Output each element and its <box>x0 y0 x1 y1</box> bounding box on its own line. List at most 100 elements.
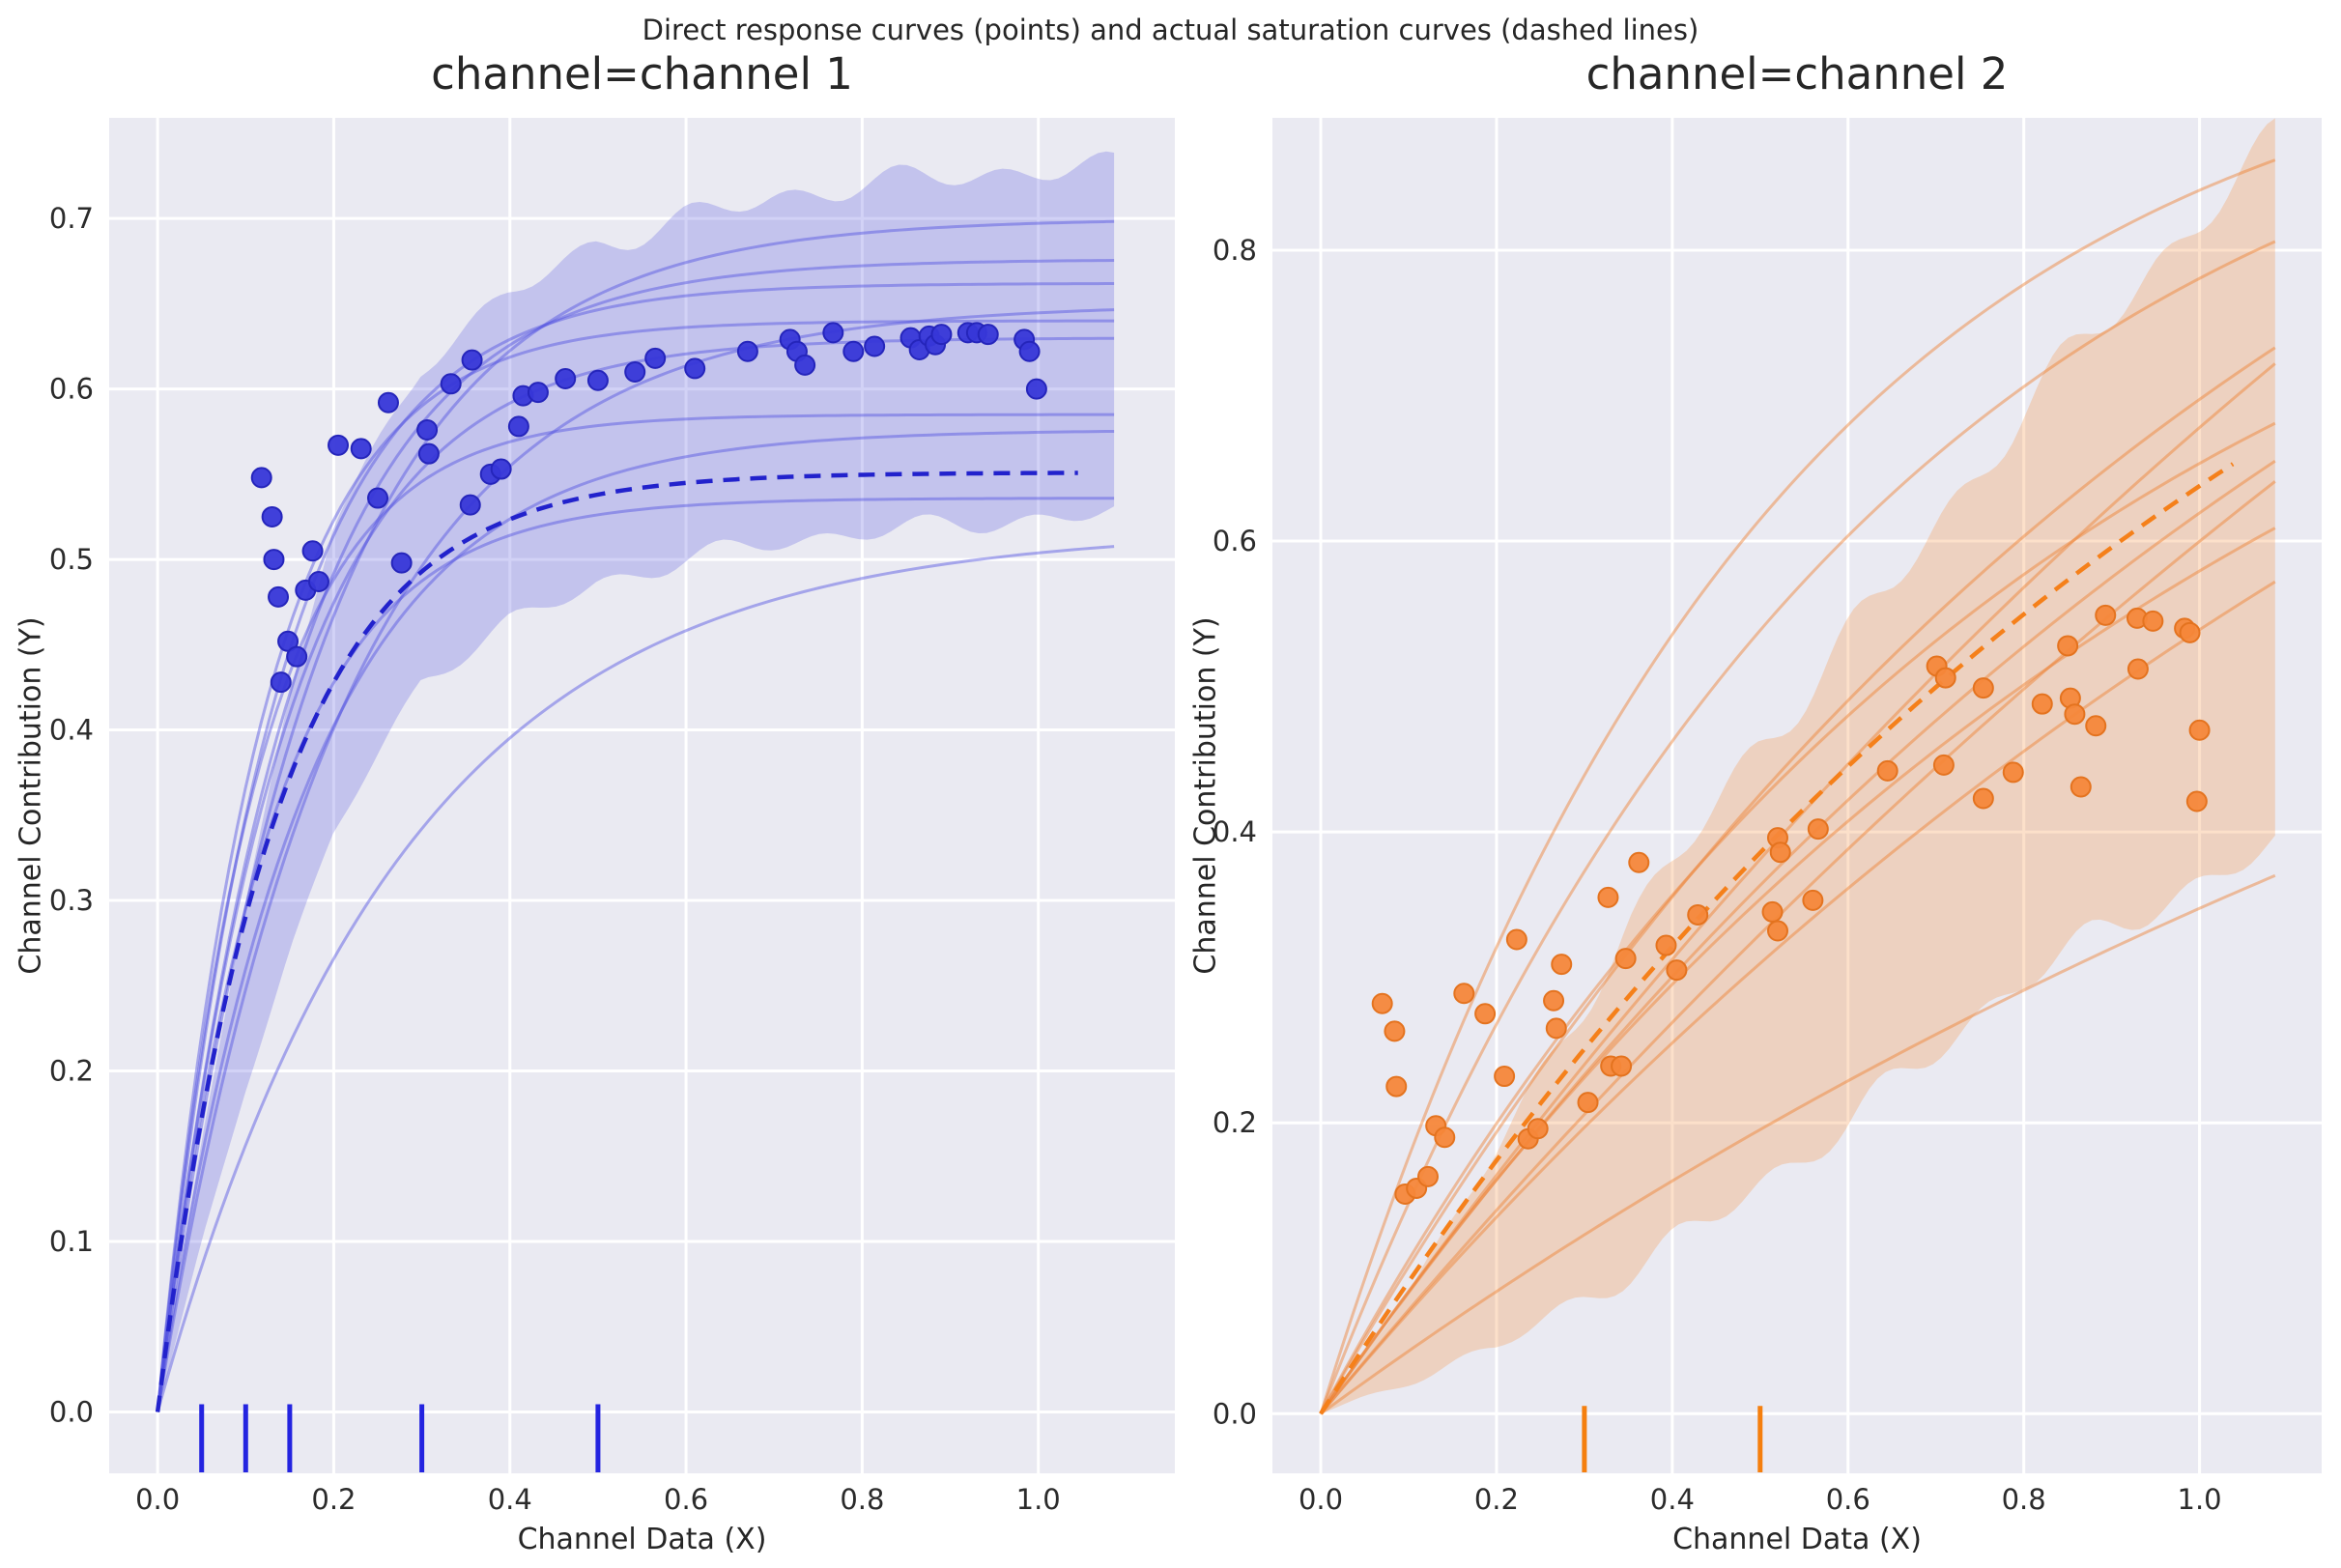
x-tick-label: 0.2 <box>311 1483 356 1516</box>
scatter-point <box>1769 841 1791 864</box>
scatter-point <box>2185 790 2208 813</box>
scatter-point <box>1416 1165 1439 1187</box>
scatter-point <box>1655 934 1677 956</box>
scatter-point <box>270 671 292 694</box>
scatter-point <box>1932 754 1955 776</box>
sample-curve <box>1319 527 2276 1415</box>
scatter-point <box>1384 1020 1406 1042</box>
x-tick-label: 0.8 <box>840 1483 884 1516</box>
scatter-point <box>2095 604 2117 626</box>
scatter-point <box>261 505 283 527</box>
scatter-point <box>459 494 481 516</box>
x-axis-label-channel-1: Channel Data (X) <box>517 1523 767 1556</box>
scatter-point <box>1628 851 1650 873</box>
scatter-point <box>1577 1092 1599 1114</box>
sample-curve <box>156 308 1115 1412</box>
sample-curve <box>156 429 1115 1412</box>
scatter-point <box>286 645 308 668</box>
x-tick-label: 0.0 <box>135 1483 180 1516</box>
scatter-point <box>555 368 577 390</box>
scatter-point <box>268 585 290 608</box>
sample-curve <box>1319 362 2276 1415</box>
scatter-point <box>1527 1118 1549 1140</box>
scatter-point <box>2002 761 2024 784</box>
y-tick-label: 0.2 <box>49 1055 94 1088</box>
gridlines <box>109 118 1175 1473</box>
scatter-point <box>1972 787 1994 810</box>
scatter-point <box>624 360 646 383</box>
scatter-point <box>1934 667 1956 689</box>
scatter-points <box>250 322 1047 694</box>
rug-marks <box>1582 1406 1763 1472</box>
panel-title-channel-1: channel=channel 1 <box>431 48 853 100</box>
scatter-point <box>307 571 329 593</box>
scatter-point <box>842 340 865 362</box>
y-tick-label: 0.6 <box>1213 525 1257 557</box>
y-tick-label: 0.0 <box>49 1395 94 1428</box>
y-tick-label: 0.6 <box>49 373 94 406</box>
scatter-point <box>1545 1017 1567 1040</box>
rug-marks <box>199 1404 601 1472</box>
scatter-point <box>440 373 462 395</box>
sample-curve <box>1319 580 2276 1415</box>
sample-curves <box>1319 158 2276 1415</box>
scatter-point <box>2188 719 2211 741</box>
sample-curve <box>1319 158 2276 1414</box>
uncertainty-band <box>1321 118 2275 1414</box>
scatter-point <box>822 322 844 344</box>
sample-curve <box>1319 421 2276 1414</box>
plot-area <box>1272 118 2322 1473</box>
scatter-point <box>507 415 529 438</box>
sample-curve <box>1319 346 2276 1415</box>
panel-2: 0.0 0.2 0.4 0.6 0.8 1.0 0.0 0.2 0.4 0.6 0.8 <box>1213 118 2322 1516</box>
scatter-point <box>2179 621 2201 643</box>
scatter-point <box>864 335 886 357</box>
sample-curve <box>1319 480 2276 1415</box>
scatter-point <box>1666 959 1688 982</box>
scatter-point <box>527 382 549 404</box>
scatter-point <box>1025 378 1047 400</box>
plot-area <box>109 118 1175 1473</box>
scatter-point <box>1876 759 1898 782</box>
scatter-point <box>1434 1126 1456 1149</box>
scatter-point <box>1018 340 1041 362</box>
scatter-point <box>1761 900 1784 923</box>
scatter-point <box>2057 635 2079 657</box>
scatter-point <box>586 369 609 391</box>
scatter-point <box>1551 954 1573 976</box>
scatter-point <box>416 418 439 441</box>
scatter-point <box>2127 658 2149 680</box>
scatter-point <box>301 540 324 562</box>
scatter-point <box>1474 1003 1497 1025</box>
scatter-point <box>1807 818 1829 841</box>
scatter-point <box>2142 610 2164 632</box>
scatter-point <box>350 438 372 460</box>
y-tick-label: 0.1 <box>49 1225 94 1258</box>
scatter-point <box>263 549 285 571</box>
scatter-point <box>977 324 999 346</box>
sample-curve <box>156 413 1115 1412</box>
panel-title-channel-2: channel=channel 2 <box>1585 48 2009 100</box>
y-axis-label-channel-2: Channel Contribution (Y) <box>1188 615 1223 975</box>
y-tick-label: 0.7 <box>49 202 94 235</box>
scatter-point <box>1494 1066 1516 1088</box>
scatter-point <box>1371 992 1393 1014</box>
x-tick-label: 0.4 <box>488 1483 532 1516</box>
scatter-point <box>2031 693 2053 715</box>
actual-saturation-curve <box>155 470 1078 1412</box>
sample-curve <box>1320 873 2276 1415</box>
x-tick-label: 0.0 <box>1299 1483 1343 1516</box>
sample-curve <box>156 259 1115 1412</box>
scatter-points <box>1371 604 2211 1205</box>
scatter-point <box>2070 776 2092 798</box>
scatter-point <box>377 391 399 413</box>
sample-curve <box>156 545 1115 1412</box>
scatter-point <box>736 340 758 362</box>
scatter-point <box>794 354 816 376</box>
scatter-point <box>1505 928 1527 951</box>
sample-curve <box>1319 240 2276 1414</box>
scatter-point <box>461 349 483 371</box>
tick-labels: 0.0 0.2 0.4 0.6 0.8 1.0 0.0 0.1 0.2 0.3 0.4 0.5 0.6 0… <box>49 202 1061 1516</box>
